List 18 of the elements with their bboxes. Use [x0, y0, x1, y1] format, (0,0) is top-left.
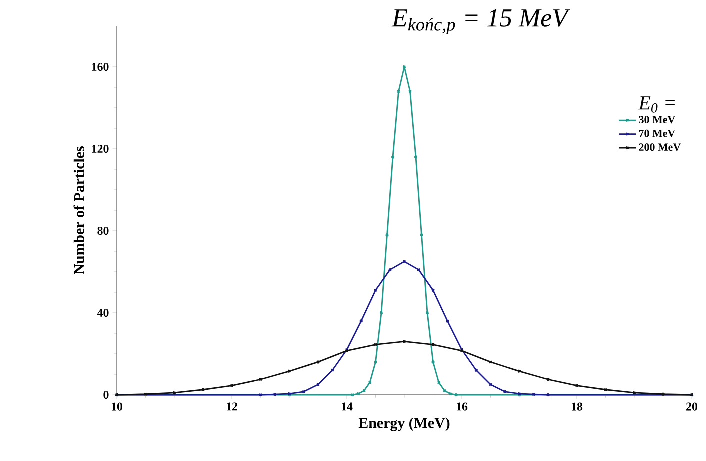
x-tick-label: 20: [686, 402, 698, 411]
legend-label: 200 MeV: [639, 144, 681, 152]
y-tick-label: 0: [104, 390, 109, 400]
y-tick-label: 80: [98, 226, 109, 236]
x-tick-label: 18: [572, 402, 583, 411]
legend-label: 30 MeV: [639, 116, 676, 124]
x-tick-label: 10: [112, 402, 123, 411]
legend-label: 70 MeV: [639, 130, 676, 138]
x-tick-label: 16: [456, 402, 468, 411]
x-axis-title: Energy (MeV): [358, 418, 450, 432]
y-axis-title: Number of Particles: [74, 146, 84, 275]
y-tick-label: 40: [97, 308, 109, 318]
x-tick-label: 14: [342, 402, 353, 411]
y-tick-label: 120: [92, 144, 109, 154]
x-tick-label: 12: [226, 402, 238, 411]
y-tick-label: 160: [92, 62, 109, 72]
chart-title: E$_{końc,p}$ = 15 MeV: [392, 10, 570, 35]
legend-title: E$_{0}$ =: [638, 96, 675, 113]
